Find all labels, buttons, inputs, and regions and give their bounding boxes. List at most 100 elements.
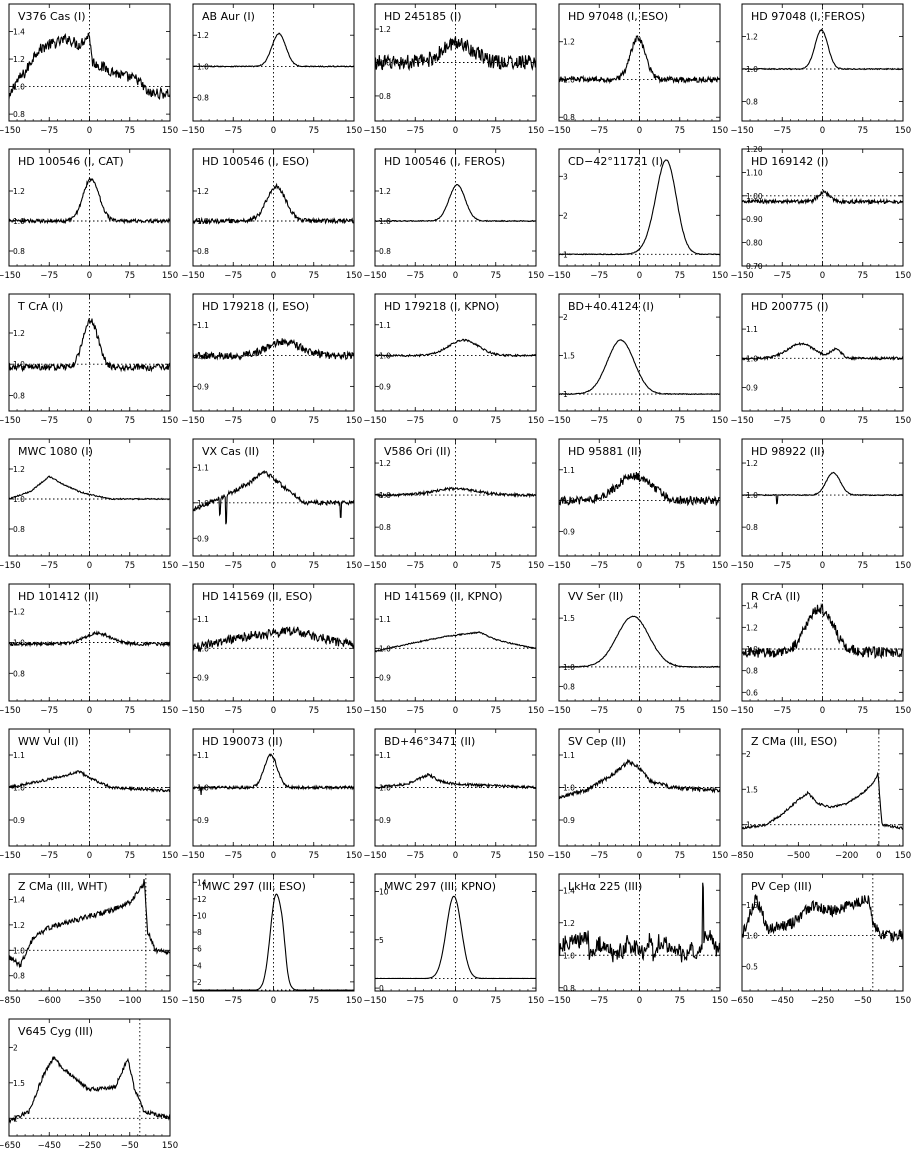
x-tick-label: 0 (271, 706, 276, 716)
y-tick-label: 8 (197, 928, 202, 937)
y-tick-label: 0 (379, 984, 384, 993)
x-tick-label: −100 (118, 996, 141, 1006)
y-tick-label: 1.1 (379, 615, 391, 624)
panel-title: Z CMa (III, WHT) (18, 880, 108, 893)
y-tick-label: 1 (563, 390, 568, 399)
x-tick-label: −75 (773, 271, 791, 281)
profile-line (9, 1055, 170, 1124)
x-tick-label: 75 (490, 126, 501, 136)
y-tick-label: 1 (746, 821, 751, 830)
y-tick-label: 1.0 (746, 932, 758, 941)
x-tick-label: −150 (547, 271, 570, 281)
x-tick-label: −150 (730, 416, 753, 426)
y-tick-label: 1.0 (746, 354, 758, 363)
y-tick-label: 2 (563, 211, 568, 220)
profile-line (9, 879, 170, 969)
x-tick-label: −50 (854, 996, 872, 1006)
x-tick-label: −200 (835, 851, 858, 861)
x-tick-label: 0 (87, 561, 92, 571)
y-tick-label: 1.1 (13, 751, 25, 760)
panel-title: WW Vul (II) (18, 735, 79, 748)
y-tick-label: 1.0 (379, 352, 391, 361)
panel-title: HD 100546 (I, ESO) (202, 155, 309, 168)
x-tick-label: 0 (453, 126, 458, 136)
y-tick-label: 0.9 (197, 534, 209, 543)
x-tick-label: −500 (787, 851, 810, 861)
y-tick-label: 1.0 (13, 946, 25, 955)
x-tick-label: −150 (363, 126, 386, 136)
profile-line (742, 189, 903, 206)
x-tick-label: −50 (121, 1141, 139, 1151)
panel-title: HD 97048 (I, FEROS) (751, 10, 865, 23)
y-tick-label: 1.0 (746, 645, 758, 654)
x-tick-label: −75 (590, 271, 608, 281)
x-tick-label: −150 (0, 126, 21, 136)
chart-panel-17: −150 −75 0 75 150 0.9 1.0 1.1 VX Cas (II) (181, 438, 362, 571)
x-tick-label: 150 (712, 271, 728, 281)
y-tick-label: 14 (197, 878, 207, 887)
x-tick-label: 75 (308, 706, 319, 716)
y-tick-label: 1.5 (746, 901, 758, 910)
y-tick-label: 1.2 (563, 919, 575, 928)
chart-panel-29: −150 −75 0 75 150 0.9 1.0 1.1 SV Cep (II) (547, 728, 728, 861)
y-tick-label: 1.0 (379, 491, 391, 500)
chart-panel-11: −150 −75 0 75 150 0.8 1.0 1.2 T CrA (I) (0, 293, 178, 426)
panel-title: V586 Ori (II) (384, 445, 451, 458)
y-tick-label: 1.00 (746, 192, 763, 201)
x-tick-label: 75 (124, 706, 135, 716)
x-tick-label: 0 (820, 561, 825, 571)
y-tick-label: 1.0 (13, 217, 25, 226)
x-tick-label: 75 (490, 706, 501, 716)
panel-title: HD 98922 (II) (751, 445, 825, 458)
x-tick-label: 0 (637, 706, 642, 716)
profile-line (742, 341, 903, 362)
x-tick-label: 75 (857, 706, 868, 716)
x-tick-label: −75 (224, 126, 242, 136)
x-tick-label: −75 (773, 561, 791, 571)
x-tick-label: −75 (224, 416, 242, 426)
x-tick-label: 75 (308, 996, 319, 1006)
x-tick-label: 0 (87, 706, 92, 716)
panel-title: SV Cep (II) (568, 735, 626, 748)
y-tick-label: 4 (197, 961, 202, 970)
panel-title: AB Aur (I) (202, 10, 255, 23)
y-tick-label: 0.9 (379, 816, 391, 825)
x-tick-label: 150 (712, 851, 728, 861)
profile-line (193, 182, 354, 226)
panel-title: HD 200775 (I) (751, 300, 829, 313)
profile-line (742, 771, 903, 831)
x-tick-label: −650 (0, 1141, 21, 1151)
x-tick-label: 75 (308, 126, 319, 136)
x-tick-label: 150 (528, 706, 544, 716)
chart-panel-27: −150 −75 0 75 150 0.9 1.0 1.1 HD 190073 (II) (181, 728, 362, 861)
x-tick-label: 150 (162, 706, 178, 716)
y-tick-label: 0.8 (379, 523, 391, 532)
y-tick-label: 0.8 (13, 972, 25, 981)
x-tick-label: 150 (712, 996, 728, 1006)
x-tick-label: −75 (224, 561, 242, 571)
panel-title: HD 245185 (I) (384, 10, 462, 23)
profile-line (375, 895, 536, 980)
y-tick-label: 1.1 (563, 466, 575, 475)
x-tick-label: 0 (453, 706, 458, 716)
panel-title: HD 101412 (II) (18, 590, 99, 603)
chart-panel-20: −150 −75 0 75 150 0.8 1.0 1.2HD 98922 (II) (730, 438, 911, 571)
y-tick-label: 0.90 (746, 215, 763, 224)
y-tick-label: 1.1 (563, 751, 575, 760)
x-tick-label: −150 (547, 996, 570, 1006)
x-tick-label: −75 (406, 996, 424, 1006)
y-tick-label: 1.2 (13, 465, 25, 474)
x-tick-label: −75 (590, 706, 608, 716)
y-tick-label: 0.80 (746, 239, 763, 248)
y-tick-label: 1.2 (13, 329, 25, 338)
x-tick-label: 75 (308, 851, 319, 861)
y-tick-label: 0.9 (563, 816, 575, 825)
y-tick-label: 1.0 (746, 65, 758, 74)
y-tick-label: 0.5 (746, 962, 758, 971)
x-tick-label: −850 (730, 851, 753, 861)
chart-panel-30: −850 −500 −200 0 150 1 1.5 2Z CMa (III, ESO) (730, 728, 911, 861)
